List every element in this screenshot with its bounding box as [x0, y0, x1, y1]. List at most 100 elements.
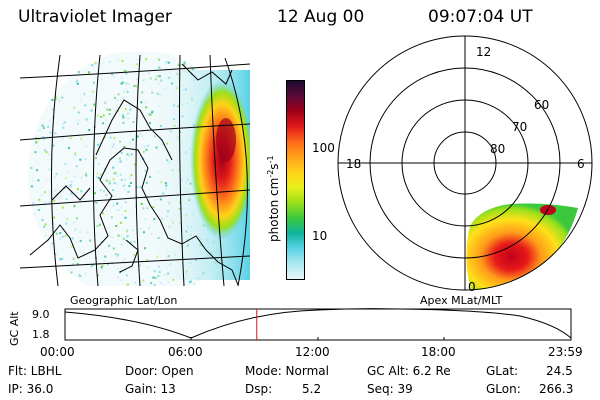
- speckle-dot: [53, 199, 56, 202]
- speckle-dot: [124, 216, 127, 219]
- speckle-dot: [136, 78, 138, 81]
- speckle-dot: [108, 180, 111, 183]
- speckle-dot: [167, 280, 170, 283]
- speckle-dot: [125, 158, 128, 161]
- speckle-dot: [31, 179, 34, 182]
- speckle-dot: [159, 281, 162, 284]
- speckle-dot: [121, 260, 124, 263]
- speckle-dot: [98, 223, 101, 226]
- speckle-dot: [116, 58, 119, 61]
- speckle-dot: [78, 274, 81, 277]
- speckle-dot: [94, 200, 96, 203]
- speckle-dot: [134, 84, 137, 87]
- speckle-dot: [127, 190, 130, 193]
- speckle-dot: [120, 221, 123, 224]
- speckle-dot: [71, 195, 74, 198]
- speckle-dot: [142, 150, 145, 153]
- speckle-dot: [107, 108, 110, 111]
- speckle-dot: [99, 142, 102, 145]
- speckle-dot: [77, 122, 79, 125]
- speckle-dot: [34, 151, 37, 154]
- speckle-dot: [111, 145, 114, 148]
- speckle-dot: [61, 235, 64, 238]
- speckle-dot: [71, 237, 74, 240]
- speckle-dot: [116, 255, 119, 258]
- speckle-dot: [112, 143, 115, 146]
- speckle-dot: [49, 131, 52, 134]
- timeline-xtick-0600: 06:00: [168, 345, 203, 359]
- timeline-ytick-top: 9.0: [32, 308, 50, 321]
- speckle-dot: [70, 184, 73, 187]
- speckle-dot: [102, 190, 105, 193]
- info-dsp-label: Dsp:: [245, 382, 273, 396]
- speckle-dot: [72, 257, 75, 260]
- speckle-dot: [115, 225, 118, 227]
- speckle-dot: [54, 95, 57, 98]
- speckle-dot: [127, 117, 130, 120]
- speckle-dot: [101, 265, 104, 267]
- speckle-dot: [102, 114, 105, 117]
- speckle-dot: [48, 153, 51, 156]
- speckle-dot: [125, 88, 128, 91]
- speckle-dot: [144, 169, 147, 172]
- speckle-dot: [33, 212, 36, 215]
- speckle-dot: [141, 91, 144, 94]
- speckle-dot: [53, 176, 56, 179]
- speckle-dot: [63, 234, 66, 237]
- info-flt: Flt: LBHL: [8, 364, 62, 378]
- left-caption: Geographic Lat/Lon: [70, 294, 178, 307]
- speckle-dot: [119, 140, 122, 143]
- speckle-dot: [61, 206, 64, 209]
- speckle-dot: [44, 234, 47, 237]
- info-mode: Mode: Normal: [245, 364, 329, 378]
- speckle-dot: [65, 177, 67, 180]
- speckle-dot: [144, 247, 146, 250]
- speckle-dot: [124, 210, 127, 212]
- speckle-dot: [123, 184, 126, 187]
- polar-plot: [337, 35, 593, 291]
- speckle-dot: [108, 60, 111, 63]
- speckle-dot: [112, 189, 115, 192]
- speckle-dot: [136, 186, 139, 189]
- speckle-dot: [76, 217, 78, 220]
- speckle-dot: [96, 172, 99, 175]
- speckle-dot: [189, 280, 192, 283]
- speckle-dot: [104, 101, 107, 104]
- speckle-dot: [74, 152, 77, 155]
- speckle-dot: [128, 176, 131, 179]
- speckle-dot: [101, 78, 103, 81]
- speckle-dot: [117, 174, 119, 177]
- speckle-dot: [118, 157, 121, 160]
- speckle-dot: [121, 60, 124, 63]
- speckle-dot: [91, 90, 94, 93]
- speckle-dot: [120, 151, 123, 154]
- speckle-dot: [84, 158, 87, 160]
- speckle-dot: [130, 182, 132, 184]
- speckle-dot: [99, 173, 102, 176]
- speckle-dot: [40, 194, 43, 197]
- speckle-dot: [78, 119, 81, 122]
- speckle-dot: [126, 153, 129, 156]
- speckle-dot: [99, 189, 102, 192]
- speckle-dot: [60, 195, 63, 198]
- speckle-dot: [97, 177, 100, 179]
- time-label: 09:07:04 UT: [428, 7, 533, 27]
- speckle-dot: [54, 189, 57, 192]
- speckle-dot: [105, 171, 108, 174]
- speckle-dot: [55, 232, 58, 235]
- speckle-dot: [91, 64, 94, 67]
- instrument-title: Ultraviolet Imager: [18, 7, 172, 27]
- speckle-dot: [114, 171, 117, 174]
- speckle-dot: [96, 225, 99, 228]
- speckle-dot: [100, 266, 103, 269]
- speckle-dot: [85, 118, 88, 121]
- speckle-dot: [105, 179, 108, 182]
- speckle-dot: [42, 137, 45, 140]
- speckle-dot: [51, 98, 54, 101]
- speckle-dot: [108, 108, 111, 111]
- speckle-dot: [96, 274, 99, 277]
- speckle-dot: [148, 227, 151, 230]
- speckle-dot: [120, 179, 123, 181]
- speckle-dot: [125, 274, 128, 277]
- speckle-dot: [76, 263, 79, 265]
